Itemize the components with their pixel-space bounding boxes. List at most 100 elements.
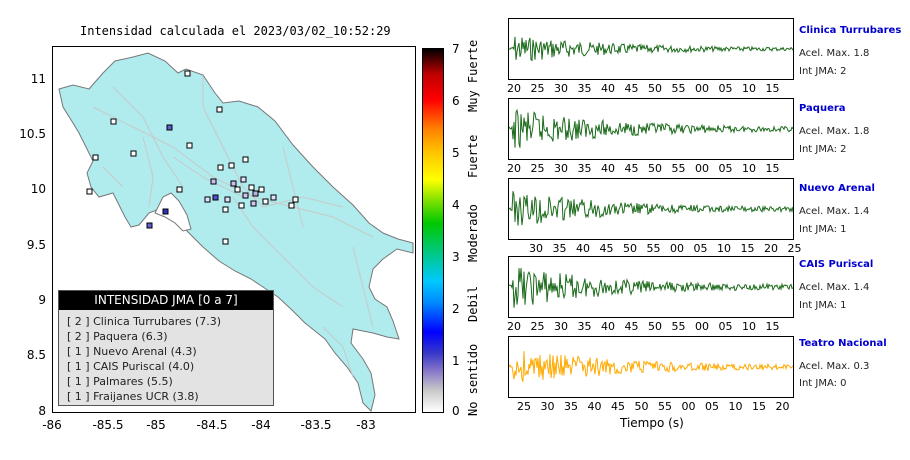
y-tick-label: 9 — [38, 293, 46, 307]
x-axis-label: Tiempo (s) — [620, 416, 684, 430]
time-tick-label: 30 — [529, 242, 543, 255]
colorbar-tick: 6 — [452, 94, 460, 108]
time-tick-label: 30 — [554, 82, 568, 95]
waveform-panel-cais-puriscal — [508, 256, 794, 318]
time-tick-label: 45 — [611, 400, 625, 413]
colorbar-label-fuerte: Fuerte — [466, 134, 480, 178]
costa-rica-map — [58, 52, 414, 412]
waveform-panel-teatro-nacional — [508, 336, 794, 398]
colorbar-tick: 5 — [452, 146, 460, 160]
time-tick-label: 40 — [587, 400, 602, 413]
colorbar-label-muy-fuerte: Muy Fuerte — [466, 39, 480, 112]
waveform-panel-clinica-turrubares — [508, 18, 794, 80]
time-tick-label: 05 — [718, 82, 733, 95]
x-tick-label: -86 — [42, 418, 62, 432]
time-tick-label: 40 — [601, 320, 615, 333]
time-tick-label: 35 — [564, 400, 578, 413]
time-tick-label: 10 — [728, 400, 743, 413]
colorbar-tick: 0 — [452, 404, 460, 418]
y-tick-label: 11 — [30, 72, 46, 86]
intensity-legend: INTENSIDAD JMA [0 a 7] [ 2 ] Clinica Tur… — [58, 290, 274, 406]
time-tick-label: 30 — [554, 162, 568, 175]
colorbar-tick: 4 — [452, 198, 460, 212]
intensity-colorbar — [422, 48, 444, 413]
time-tick-label: 05 — [693, 242, 708, 255]
station-acel: Acel. Max. 1.4 — [799, 206, 870, 217]
y-tick-label: 8 — [38, 404, 46, 418]
time-tick-label: 05 — [718, 162, 733, 175]
colorbar-label-no-sentido: No sentido — [466, 343, 480, 416]
station-name: Paquera — [799, 103, 846, 114]
waveform-trace — [509, 191, 793, 226]
x-tick-label: -85 — [146, 418, 166, 432]
time-tick-label: 45 — [624, 162, 639, 175]
time-tick-label: 35 — [577, 82, 592, 95]
time-tick-label: 45 — [624, 82, 639, 95]
x-tick-label: -84.5 — [196, 418, 228, 432]
time-tick-label: 15 — [740, 242, 755, 255]
time-tick-label: 20 — [507, 320, 521, 333]
time-tick-label: 40 — [576, 242, 590, 255]
time-tick-label: 35 — [577, 320, 592, 333]
time-tick-label: 50 — [648, 320, 662, 333]
costa-rica-land — [58, 52, 414, 412]
time-tick-label: 55 — [671, 162, 686, 175]
legend-item: [ 2 ] Clinica Turrubares (7.3) — [67, 315, 222, 328]
colorbar-tick: 1 — [452, 354, 460, 368]
map-title: Intensidad calculada el 2023/03/02_10:52… — [80, 24, 391, 38]
time-tick-label: 20 — [764, 242, 778, 255]
x-tick-label: -84 — [251, 418, 271, 432]
y-tick-label: 10.5 — [19, 127, 46, 141]
time-tick-label: 25 — [517, 400, 531, 413]
time-tick-label: 00 — [670, 242, 684, 255]
colorbar-tick: 2 — [452, 302, 460, 316]
time-tick-label: 15 — [765, 82, 780, 95]
colorbar-tick: 3 — [452, 250, 460, 264]
station-acel: Acel. Max. 1.8 — [799, 48, 870, 59]
x-tick-label: -83 — [356, 418, 376, 432]
time-tick-label: 05 — [718, 320, 733, 333]
time-tick-label: 40 — [601, 82, 615, 95]
time-tick-label: 10 — [717, 242, 731, 255]
station-markers — [86, 70, 299, 245]
time-tick-label: 35 — [577, 162, 592, 175]
waveform-trace — [509, 351, 793, 382]
legend-item: [ 1 ] CAIS Puriscal (4.0) — [67, 360, 195, 373]
time-tick-label: 20 — [775, 400, 790, 413]
gulf-nicoya — [154, 192, 192, 232]
station-name: Nuevo Arenal — [799, 183, 875, 194]
station-acel: Acel. Max. 0.3 — [799, 361, 870, 372]
station-name: Teatro Nacional — [799, 338, 887, 349]
station-name: CAIS Puriscal — [799, 259, 874, 270]
time-tick-label: 25 — [530, 82, 545, 95]
waveform-trace — [509, 108, 793, 148]
station-int: Int JMA: 1 — [799, 300, 847, 311]
time-tick-label: 50 — [648, 82, 662, 95]
time-tick-label: 20 — [507, 162, 521, 175]
station-int: Int JMA: 2 — [799, 66, 847, 77]
legend-item: [ 2 ] Paquera (6.3) — [67, 330, 168, 343]
time-tick-label: 00 — [695, 320, 709, 333]
time-tick-label: 05 — [705, 400, 719, 413]
time-tick-label: 15 — [765, 162, 780, 175]
time-tick-label: 10 — [742, 320, 756, 333]
legend-item: [ 1 ] Nuevo Arenal (4.3) — [67, 345, 197, 358]
y-tick-label: 10 — [30, 182, 46, 196]
time-tick-label: 50 — [623, 242, 637, 255]
station-acel: Acel. Max. 1.8 — [799, 126, 870, 137]
time-tick-label: 00 — [695, 82, 709, 95]
time-tick-label: 25 — [787, 242, 802, 255]
legend-title: INTENSIDAD JMA [0 a 7] — [59, 291, 273, 310]
time-tick-label: 55 — [671, 82, 686, 95]
x-tick-label: -83.5 — [300, 418, 332, 432]
time-tick-label: 55 — [658, 400, 672, 413]
time-tick-label: 00 — [681, 400, 696, 413]
waveform-panel-paquera — [508, 98, 794, 160]
time-tick-label: 55 — [646, 242, 661, 255]
colorbar-label-debil: Debil — [466, 285, 480, 322]
station-name: Clinica Turrubares — [799, 25, 902, 36]
time-tick-label: 00 — [695, 162, 709, 175]
station-int: Int JMA: 1 — [799, 224, 847, 235]
station-int: Int JMA: 0 — [799, 378, 847, 389]
time-tick-label: 20 — [507, 82, 521, 95]
